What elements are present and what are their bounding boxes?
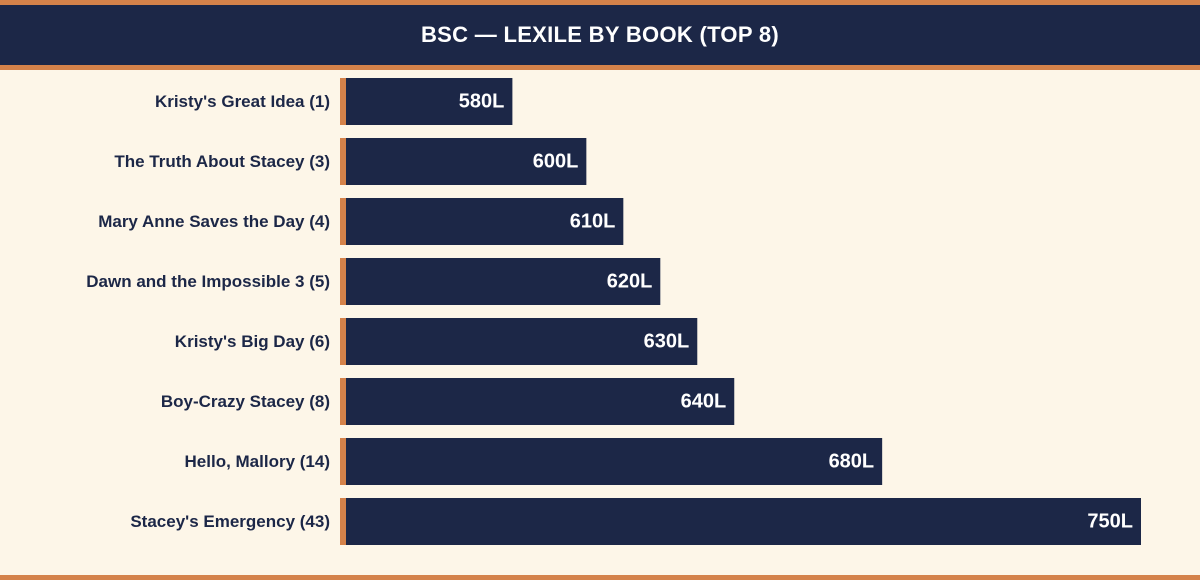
bar-accent-strip	[340, 438, 346, 485]
bar	[346, 198, 624, 245]
value-label: 680L	[829, 451, 875, 473]
value-label: 580L	[459, 91, 505, 113]
bar	[346, 78, 513, 125]
bar	[346, 258, 661, 305]
bar	[346, 378, 735, 425]
value-label: 610L	[570, 211, 616, 233]
value-label: 640L	[681, 391, 727, 413]
category-label: Dawn and the Impossible 3 (5)	[86, 272, 330, 291]
title-band: BSC — LEXILE BY BOOK (TOP 8)	[0, 5, 1200, 65]
bar-accent-strip	[340, 78, 346, 125]
category-label: Mary Anne Saves the Day (4)	[98, 212, 330, 231]
value-label: 600L	[533, 151, 579, 173]
top-accent-bar	[0, 0, 1200, 5]
value-label: 620L	[607, 271, 653, 293]
bar-accent-strip	[340, 138, 346, 185]
bar-accent-strip	[340, 198, 346, 245]
category-label: The Truth About Stacey (3)	[114, 152, 330, 171]
chart-title: BSC — LEXILE BY BOOK (TOP 8)	[420, 22, 779, 47]
category-label: Hello, Mallory (14)	[185, 452, 330, 471]
bar	[346, 498, 1141, 545]
category-label: Boy-Crazy Stacey (8)	[161, 392, 330, 411]
value-label: 750L	[1087, 511, 1133, 533]
bar	[346, 438, 883, 485]
bar-accent-strip	[340, 258, 346, 305]
bar	[346, 318, 698, 365]
category-label: Kristy's Big Day (6)	[175, 332, 330, 351]
value-label: 630L	[644, 331, 690, 353]
category-label: Kristy's Great Idea (1)	[155, 92, 330, 111]
title-accent-rule	[0, 65, 1200, 70]
bar-accent-strip	[340, 498, 346, 545]
bar	[346, 138, 587, 185]
bar-accent-strip	[340, 378, 346, 425]
category-label: Stacey's Emergency (43)	[130, 512, 330, 531]
bar-accent-strip	[340, 318, 346, 365]
bottom-accent-bar	[0, 575, 1200, 580]
